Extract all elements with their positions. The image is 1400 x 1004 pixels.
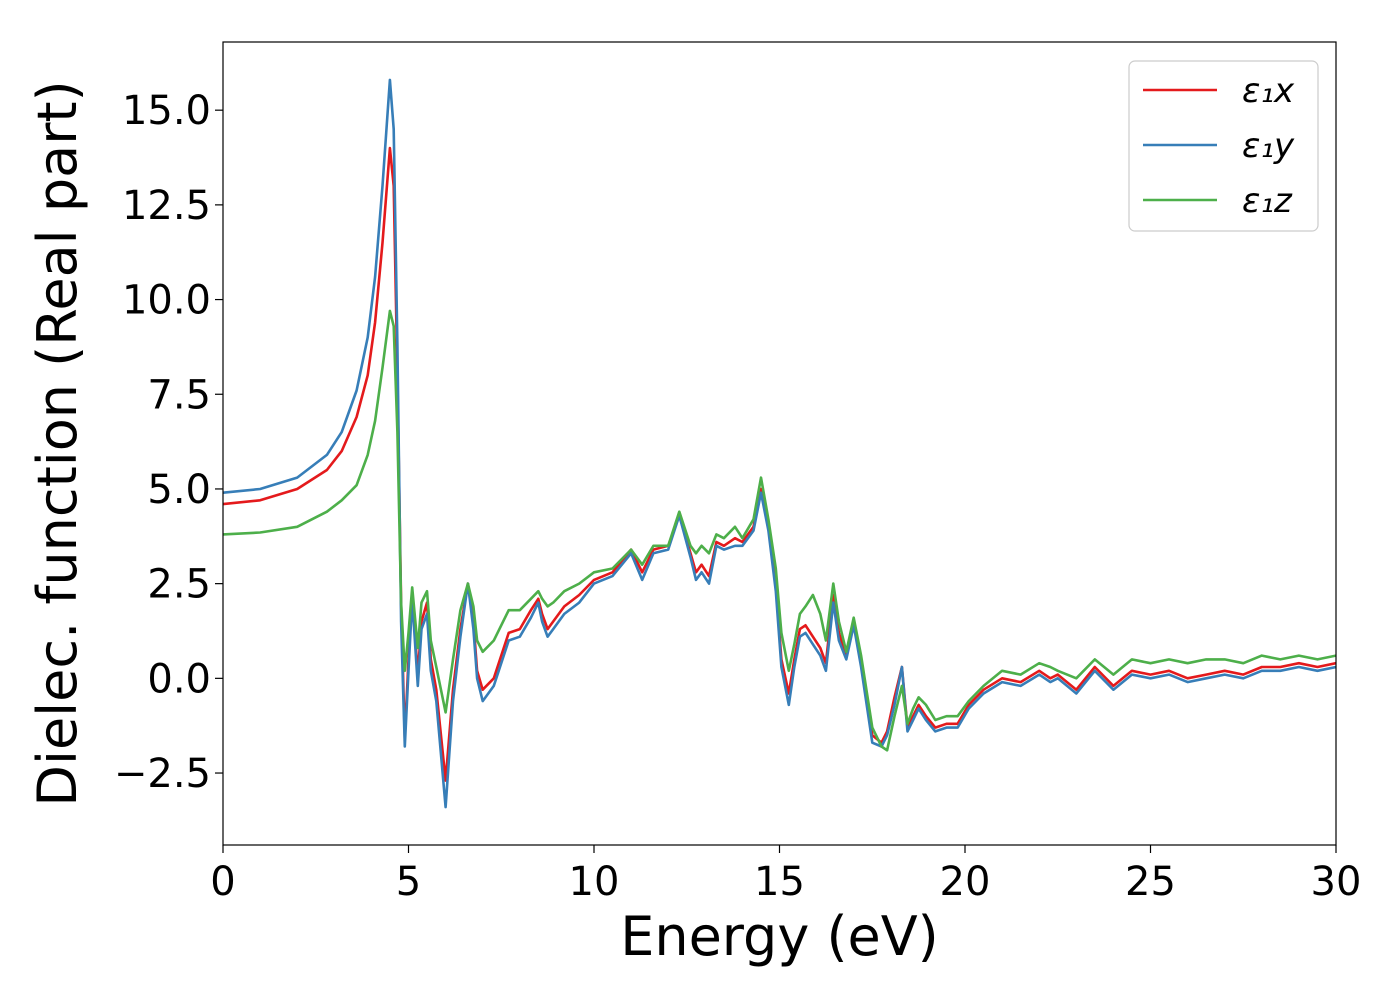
y-axis-title: Dielec. function (Real part): [26, 80, 89, 806]
y-tick-label: 15.0: [122, 88, 211, 134]
y-axis-ticks: −2.5 0.0 2.5 5.0 7.5 10.0 12.5 15.0: [114, 88, 223, 797]
legend: ε₁x ε₁y ε₁z: [1128, 60, 1319, 232]
series-layer: [223, 78, 1336, 809]
legend-label-1: ε₁x: [1242, 71, 1295, 111]
y-tick-label: −2.5: [114, 751, 211, 797]
x-tick-label: 25: [1125, 859, 1176, 905]
x-tick-label: 5: [396, 859, 421, 905]
x-tick-label: 15: [754, 859, 805, 905]
legend-label-2: ε₁y: [1242, 126, 1295, 166]
series-line-1: [223, 146, 1336, 782]
y-tick-label: 2.5: [147, 562, 211, 608]
legend-box: [1128, 60, 1319, 232]
series-line-3: [223, 309, 1336, 752]
y-tick-label: 10.0: [122, 278, 211, 324]
legend-label-3: ε₁z: [1242, 181, 1293, 221]
y-tick-label: 7.5: [147, 372, 211, 418]
x-axis-title: Energy (eV): [620, 905, 939, 968]
y-tick-label: 12.5: [122, 183, 211, 229]
x-axis-ticks: 0 5 10 15 20 25 30: [210, 845, 1361, 905]
x-tick-label: 10: [569, 859, 620, 905]
x-tick-label: 30: [1311, 859, 1362, 905]
series-line-2: [223, 78, 1336, 809]
y-tick-label: 5.0: [147, 467, 211, 513]
x-tick-label: 0: [210, 859, 235, 905]
x-tick-label: 20: [940, 859, 991, 905]
y-tick-label: 0.0: [147, 656, 211, 702]
